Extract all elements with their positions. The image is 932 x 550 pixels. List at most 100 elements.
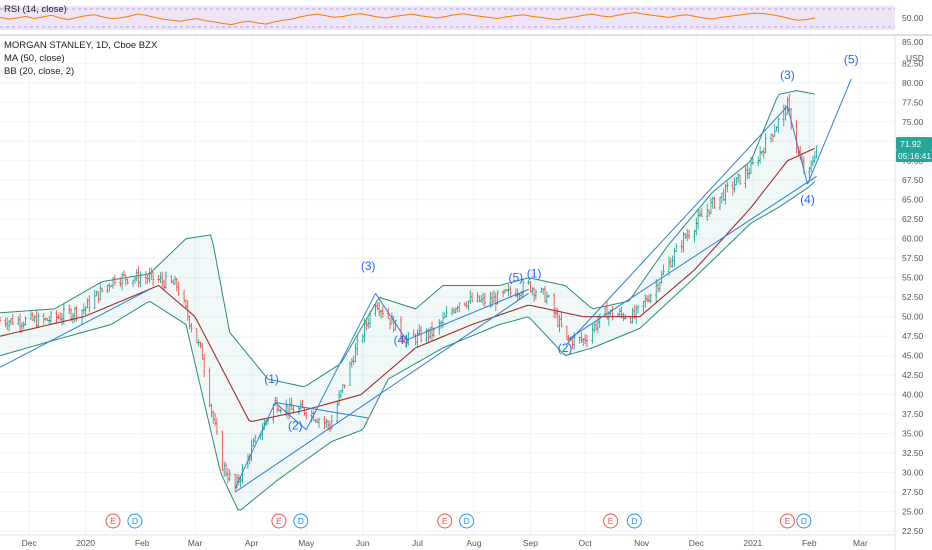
elliott-wave-label: (4) (800, 193, 815, 207)
ohlc-bar (815, 145, 818, 159)
dividend-badge[interactable]: D (459, 513, 475, 529)
time-tick-label: Oct (579, 538, 593, 548)
ohlc-bar (764, 132, 767, 154)
ohlc-bar (305, 411, 308, 420)
earnings-badge[interactable]: E (271, 513, 287, 529)
countdown-label: 05:16:41 (898, 151, 931, 161)
trend-line[interactable] (807, 78, 852, 185)
bollinger-band-fill (0, 90, 815, 511)
time-tick-label: May (298, 538, 315, 548)
dividend-badge[interactable]: D (127, 513, 143, 529)
time-tick-label: Sep (523, 538, 538, 548)
elliott-wave-label: (5) (509, 271, 524, 285)
price-axis[interactable]: 85.00 USD 82.5080.0077.5075.0072.5070.00… (894, 36, 932, 550)
dividend-badge[interactable]: D (626, 513, 642, 529)
price-tick-label: 40.00 (902, 390, 924, 400)
price-tick-label: 47.50 (902, 331, 924, 341)
countdown-tag (896, 150, 932, 162)
price-tick-label: 32.50 (902, 448, 924, 458)
elliott-wave-label: (4) (394, 333, 409, 347)
earnings-badge[interactable]: E (105, 513, 121, 529)
dividend-badge[interactable]: D (796, 513, 812, 529)
earnings-badge[interactable]: E (779, 513, 795, 529)
svg-text:D: D (298, 516, 304, 526)
ohlc-bar (687, 229, 691, 239)
rsi-level-label: 50.00 (902, 13, 924, 23)
ohlc-bar (151, 271, 155, 287)
time-axis[interactable]: Dec 2020 Feb Mar Apr May Jun Jul Aug Sep Oct Nov Dec… (0, 534, 895, 548)
ohlc-bar (445, 306, 448, 318)
trend-line[interactable] (234, 402, 276, 489)
time-tick-label: Nov (634, 538, 650, 548)
svg-text:D: D (464, 516, 470, 526)
trend-line[interactable] (786, 106, 808, 185)
ohlc-bar (726, 181, 729, 193)
earnings-badge[interactable]: E (603, 513, 619, 529)
ohlc-bar (202, 354, 206, 378)
earnings-badge[interactable]: E (437, 513, 453, 529)
price-tick-label: 52.50 (902, 292, 924, 302)
price-tick-label: 25.00 (902, 507, 924, 517)
ohlc-bar (37, 312, 40, 328)
ohlc-bar (547, 294, 550, 298)
trend-line[interactable] (234, 292, 529, 493)
price-tick-label: 65.00 (902, 195, 924, 205)
ohlc-bar (24, 316, 27, 326)
price-tick-label: 57.50 (902, 253, 924, 263)
ohlc-bar (356, 335, 359, 356)
ohlc-bar (458, 302, 461, 313)
trend-line[interactable] (275, 401, 369, 419)
ohlc-bar (534, 289, 538, 300)
ohlc-bar (228, 469, 231, 482)
elliott-wave-label: (5) (844, 52, 859, 66)
ohlc-bar (11, 313, 14, 325)
svg-text:D: D (631, 516, 637, 526)
trend-line[interactable] (305, 293, 376, 430)
ohlc-bar (585, 334, 589, 348)
last-price-label: 71.92 (900, 139, 922, 149)
currency-label: USD (906, 53, 924, 63)
dividend-badge[interactable]: D (293, 513, 309, 529)
time-tick-label: Dec (22, 538, 38, 548)
main-legend: MORGAN STANLEY, 1D, Cboe BZX MA (50, clo… (4, 40, 158, 77)
trend-line[interactable] (566, 105, 788, 345)
time-tick-label: Dec (689, 538, 705, 548)
ohlc-bar (190, 322, 193, 333)
ohlc-bar (139, 271, 142, 288)
price-tick-label: 80.00 (902, 78, 924, 88)
price-tick-label: 50.00 (902, 312, 924, 322)
ohlc-bar (381, 306, 384, 318)
price-tick-label: 60.00 (902, 234, 924, 244)
elliott-wave-label: (2) (558, 341, 573, 355)
ohlc-bar (49, 310, 53, 324)
price-tick-label: 55.00 (902, 273, 924, 283)
ohlc-bar (0, 316, 2, 322)
ohlc-bar (470, 292, 474, 303)
trend-line[interactable] (375, 293, 407, 341)
ohlc-bar (122, 270, 126, 277)
price-tick-label: 45.00 (902, 351, 924, 361)
elliott-wave-label: (3) (361, 259, 376, 273)
ohlc-bar (343, 384, 346, 389)
price-axis-top-label: 85.00 (902, 37, 924, 47)
elliott-wave-label: (3) (780, 68, 795, 82)
ohlc-bar (164, 271, 168, 289)
rsi-band-background (0, 6, 895, 30)
trend-line[interactable] (274, 402, 307, 431)
ohlc-bar (662, 264, 665, 275)
svg-text:E: E (442, 516, 448, 526)
rsi-pane: RSI (14, close) 50.00 (0, 0, 924, 34)
time-tick-label: Aug (466, 538, 481, 548)
ohlc-bar (483, 292, 487, 307)
svg-text:E: E (608, 516, 614, 526)
trend-drawings[interactable] (0, 78, 852, 493)
ohlc-bar (177, 281, 180, 296)
trend-line[interactable] (566, 175, 817, 341)
chart-title: MORGAN STANLEY, 1D, Cboe BZX (4, 40, 158, 51)
trend-line[interactable] (406, 288, 529, 341)
svg-text:E: E (276, 516, 282, 526)
trend-line[interactable] (0, 288, 150, 368)
elliott-wave-label: (2) (288, 419, 303, 433)
